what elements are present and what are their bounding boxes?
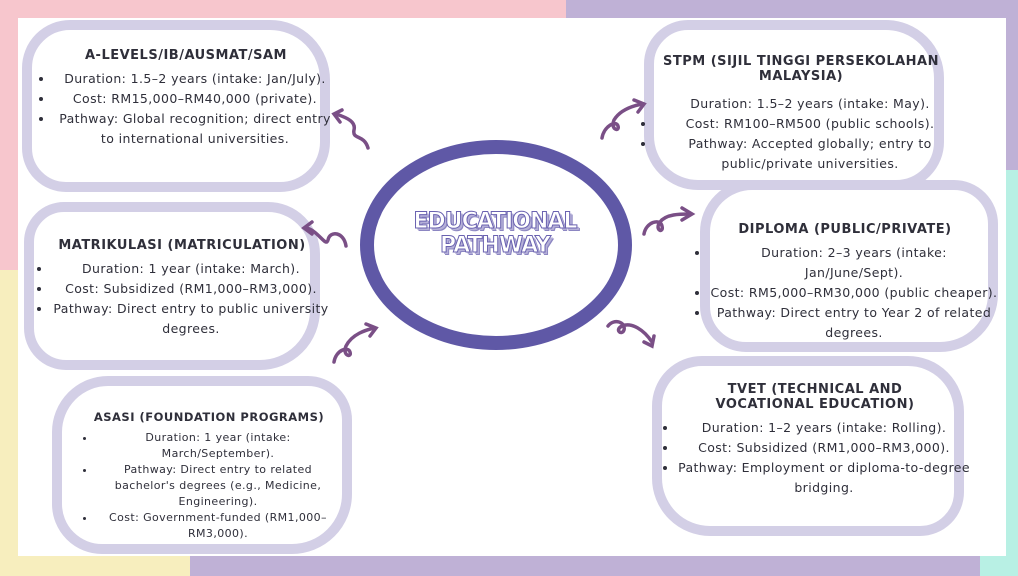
arrow-to-matrikulasi-icon: [301, 220, 348, 248]
asasi-frame: [52, 376, 352, 554]
stpm-list: Duration: 1.5–2 years (intake: May). Cos…: [638, 94, 964, 174]
arrow-to-diploma-icon: [642, 206, 696, 236]
stpm-title: STPM (SIJIL TINGGI PERSEKOLAHAN MALAYSIA…: [662, 54, 939, 84]
arrow-to-alevels-icon: [331, 108, 370, 150]
list-item: Duration: 1 year (intake: March/Septembe…: [96, 430, 340, 462]
list-item: Cost: Subsidized (RM1,000–RM3,000).: [52, 279, 330, 299]
list-item: Cost: RM100–RM500 (public schools).: [656, 114, 964, 134]
list-item: Duration: 1 year (intake: March).: [52, 259, 330, 279]
center-title-line1: EDUCATIONAL: [413, 209, 578, 234]
tvet-frame: [652, 356, 964, 536]
list-item: Duration: 1–2 years (intake: Rolling).: [678, 418, 970, 438]
asasi-card: ASASI (FOUNDATION PROGRAMS) Duration: 1 …: [78, 410, 340, 542]
list-item: Cost: RM5,000–RM30,000 (public cheaper).: [710, 283, 998, 303]
list-item: Pathway: Global recognition; direct entr…: [54, 109, 336, 149]
tvet-list: Duration: 1–2 years (intake: Rolling). C…: [660, 418, 970, 498]
matrikulasi-frame: [24, 202, 320, 370]
list-item: Pathway: Employment or diploma-to-degree…: [678, 458, 970, 498]
alevels-list: Duration: 1.5–2 years (intake: Jan/July)…: [36, 69, 336, 149]
list-item: Cost: Subsidized (RM1,000–RM3,000).: [678, 438, 970, 458]
diploma-title: DIPLOMA (PUBLIC/PRIVATE): [738, 222, 952, 237]
matrikulasi-card: MATRIKULASI (MATRICULATION) Duration: 1 …: [34, 238, 330, 339]
list-item: Duration: 1.5–2 years (intake: May).: [656, 94, 964, 114]
tvet-title: TVET (TECHNICAL AND VOCATIONAL EDUCATION…: [715, 382, 915, 412]
background-lavender-strip: [190, 556, 980, 576]
arrow-to-stpm-icon: [600, 98, 647, 140]
list-item: Duration: 1.5–2 years (intake: Jan/July)…: [54, 69, 336, 89]
center-title-line2: PATHWAY: [440, 233, 552, 258]
stpm-card: STPM (SIJIL TINGGI PERSEKOLAHAN MALAYSIA…: [638, 54, 964, 174]
center-title: EDUCATIONAL PATHWAY: [400, 209, 590, 258]
alevels-card: A-LEVELS/IB/AUSMAT/SAM Duration: 1.5–2 y…: [36, 48, 336, 149]
list-item: Pathway: Direct entry to related bachelo…: [96, 462, 340, 510]
asasi-list: Duration: 1 year (intake: March/Septembe…: [78, 430, 340, 542]
diploma-frame: [700, 180, 998, 352]
diploma-card: DIPLOMA (PUBLIC/PRIVATE) Duration: 2–3 y…: [692, 222, 998, 343]
matrikulasi-title: MATRIKULASI (MATRICULATION): [58, 238, 306, 253]
list-item: Pathway: Accepted globally; entry to pub…: [656, 134, 964, 174]
alevels-frame: [22, 20, 330, 192]
alevels-title: A-LEVELS/IB/AUSMAT/SAM: [85, 48, 287, 63]
asasi-title: ASASI (FOUNDATION PROGRAMS): [93, 410, 325, 424]
diploma-list: Duration: 2–3 years (intake: Jan/June/Se…: [692, 243, 998, 343]
list-item: Duration: 2–3 years (intake: Jan/June/Se…: [710, 243, 998, 283]
matrikulasi-list: Duration: 1 year (intake: March). Cost: …: [34, 259, 330, 339]
list-item: Cost: Government-funded (RM1,000–RM3,000…: [96, 510, 340, 542]
list-item: Pathway: Direct entry to Year 2 of relat…: [710, 303, 998, 343]
list-item: Cost: RM15,000–RM40,000 (private).: [54, 89, 336, 109]
tvet-card: TVET (TECHNICAL AND VOCATIONAL EDUCATION…: [660, 382, 970, 498]
arrow-to-tvet-icon: [606, 319, 656, 349]
arrow-to-asasi-icon: [332, 322, 379, 364]
list-item: Pathway: Direct entry to public universi…: [52, 299, 330, 339]
